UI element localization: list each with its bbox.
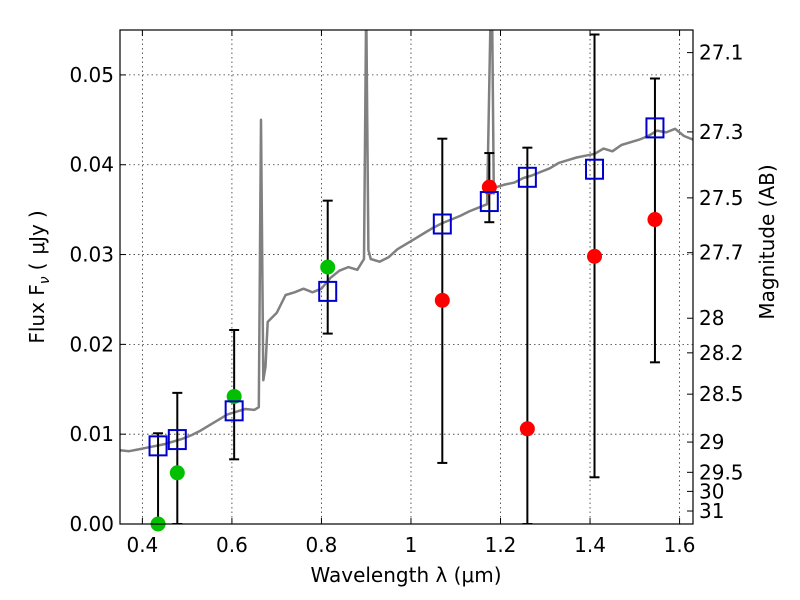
magnitude-tick-label: 28.5	[699, 382, 744, 406]
y-axis-title-subscript: ν	[37, 276, 53, 284]
nondetection-point	[519, 421, 535, 437]
y-tick-label: 0.02	[69, 332, 114, 356]
magnitude-tick-label: 28	[699, 306, 724, 330]
x-tick-label: 1.4	[574, 533, 606, 557]
detection-point	[320, 259, 336, 275]
y-axis-title-main: Flux F	[25, 284, 49, 343]
magnitude-tick-label: 28.2	[699, 341, 744, 365]
magnitude-tick-label: 27.5	[699, 186, 744, 210]
marker-layer	[148, 117, 665, 532]
magnitude-tick-label: 29	[699, 430, 724, 454]
model-photometry-square	[224, 400, 244, 422]
magnitude-tick-label: 31	[699, 499, 724, 523]
nondetection-point	[481, 179, 497, 195]
magnitude-tick-label: 29.5	[699, 460, 744, 484]
x-tick-label: 0.6	[216, 533, 248, 557]
y-tick-label: 0.01	[69, 422, 114, 446]
plot-frame	[119, 29, 694, 525]
nondetection-point	[647, 212, 663, 228]
y-tick-label: 0.03	[69, 243, 114, 267]
model-photometry-square	[479, 191, 499, 213]
x-tick-label: 1.6	[664, 533, 696, 557]
y-axis: 0.00 0.01 0.02 0.03 0.04 0.05	[69, 63, 126, 536]
x-tick-label: 1	[405, 533, 418, 557]
x-axis-title: Wavelength λ (μm)	[310, 563, 501, 587]
y-axis-title-open-paren: (	[25, 263, 49, 271]
sed-layer	[120, 30, 693, 453]
y-tick-label: 0.05	[69, 63, 114, 87]
model-photometry-square	[432, 213, 452, 235]
magnitude-tick-label: 27.1	[699, 41, 744, 65]
sed-spectrum-line	[120, 30, 693, 453]
magnitude-tick-label: 27.3	[699, 120, 744, 144]
magnitude-axis-title: Magnitude (AB)	[755, 164, 779, 319]
x-tick-label: 0.4	[126, 533, 158, 557]
y-axis-title: Flux Fν ( μJy)	[25, 210, 53, 343]
model-photometry-square	[585, 158, 605, 180]
detection-point	[169, 465, 185, 481]
y-tick-label: 0.04	[69, 153, 114, 177]
model-photometry-square	[645, 117, 665, 139]
model-photometry-square	[148, 435, 168, 457]
nondetection-point	[434, 292, 450, 308]
nondetection-point	[587, 248, 603, 264]
model-photometry-square	[318, 280, 338, 302]
detection-point	[226, 388, 242, 404]
x-tick-label: 1.2	[485, 533, 517, 557]
magnitude-tick-label: 27.7	[699, 241, 744, 265]
model-photometry-square	[167, 429, 187, 451]
x-axis: 0.4 0.6 0.8 1 1.2 1.4 1.6	[126, 30, 695, 557]
y-axis-title-close-paren: )	[25, 210, 49, 218]
model-photometry-square	[517, 166, 537, 188]
x-tick-label: 0.8	[306, 533, 338, 557]
y-tick-label: 0.00	[69, 512, 114, 536]
magnitude-tick-label: 30	[699, 479, 724, 503]
y-axis-title-unit: μJy	[25, 224, 49, 255]
